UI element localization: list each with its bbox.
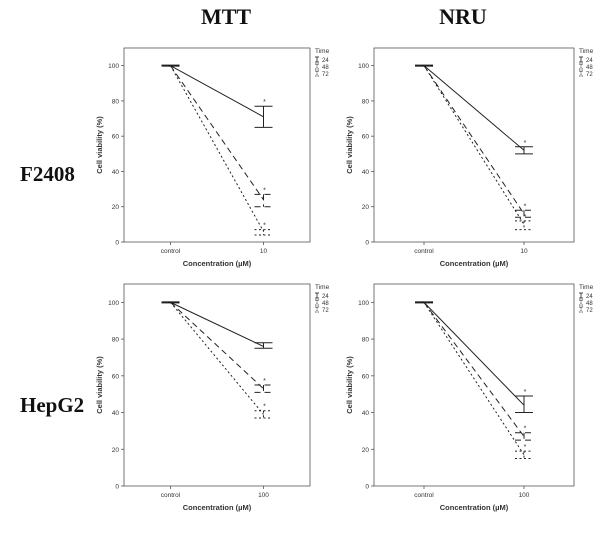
x-tick-label: 100: [519, 492, 530, 499]
series-line-48: [423, 65, 525, 215]
y-tick-label: 100: [108, 300, 119, 307]
y-axis-label: Cell viability (%): [345, 116, 354, 174]
y-tick-label: 20: [112, 447, 120, 454]
y-tick-label: 80: [112, 98, 120, 105]
y-tick-label: 0: [115, 240, 119, 247]
y-tick-label: 60: [362, 373, 370, 380]
y-tick-label: 60: [112, 134, 120, 141]
legend-label-24: 24: [586, 294, 593, 300]
y-tick-label: 80: [362, 337, 370, 344]
chart-nru-hepg2: 0 20 40 60 80 100 control 100 Concentration (µM)…: [345, 283, 594, 512]
x-tick-label: control: [414, 248, 434, 255]
legend-label-72: 72: [586, 308, 593, 314]
legend-label-48: 48: [586, 301, 593, 307]
legend-label-48: 48: [322, 65, 329, 71]
x-tick-label: 10: [260, 248, 268, 255]
series-line-24: [170, 301, 264, 347]
y-tick-label: 40: [362, 169, 370, 176]
y-tick-label: 20: [112, 204, 120, 211]
y-axis-label: Cell viability (%): [345, 356, 354, 414]
series-line-24: [423, 302, 525, 406]
y-tick-label: 0: [365, 484, 369, 491]
plot-frame: [373, 47, 575, 243]
significance-mark: *: [524, 140, 527, 147]
y-tick-label: 80: [362, 98, 370, 105]
x-axis-label: Concentration (µM): [183, 259, 252, 268]
y-axis-label: Cell viability (%): [95, 356, 104, 414]
series-line-72: [423, 65, 525, 225]
series-line-72: [170, 65, 264, 232]
plot-frame: [123, 283, 311, 487]
y-tick-label: 40: [112, 410, 120, 417]
legend-label-24: 24: [322, 58, 329, 64]
x-tick-label: 100: [258, 492, 269, 499]
column-title-nru: NRU: [439, 4, 487, 29]
legend-label-72: 72: [322, 72, 329, 78]
legend-title: Time: [579, 48, 594, 55]
x-tick-label: control: [161, 492, 181, 499]
chart-mtt-f2408: 0 20 40 60 80 100 control 10 Concentration (µM) C…: [95, 47, 330, 268]
y-tick-label: 40: [362, 410, 370, 417]
legend-label-24: 24: [586, 58, 593, 64]
y-tick-label: 100: [358, 300, 369, 307]
series-line-72: [170, 302, 264, 415]
significance-mark: *: [524, 203, 527, 210]
legend-label-72: 72: [322, 308, 329, 314]
y-axis-label: Cell viability (%): [95, 116, 104, 174]
x-axis-label: Concentration (µM): [183, 503, 252, 512]
x-tick-label: 10: [520, 248, 528, 255]
significance-mark: *: [524, 426, 527, 433]
significance-mark: *: [263, 404, 266, 411]
x-axis-label: Concentration (µM): [440, 259, 509, 268]
chart-nru-f2408: 0 20 40 60 80 100 control 10 Concentration (µM) C…: [345, 47, 594, 268]
x-tick-label: control: [161, 248, 181, 255]
series-line-48: [170, 65, 264, 200]
row-title-f2408: F2408: [20, 162, 75, 186]
y-tick-label: 20: [362, 447, 370, 454]
significance-mark: *: [263, 378, 266, 385]
series-line-48: [170, 301, 264, 390]
significance-mark: *: [263, 99, 266, 106]
column-title-mtt: MTT: [200, 4, 252, 29]
significance-mark: *: [263, 223, 266, 230]
plot-frame: [123, 47, 311, 243]
y-tick-label: 100: [108, 63, 119, 70]
y-tick-label: 0: [115, 484, 119, 491]
x-axis-label: Concentration (µM): [440, 503, 509, 512]
series-line-48: [423, 302, 525, 437]
y-tick-label: 40: [112, 169, 120, 176]
legend-label-48: 48: [322, 301, 329, 307]
y-tick-label: 80: [112, 337, 120, 344]
y-tick-label: 100: [358, 63, 369, 70]
significance-mark: *: [524, 389, 527, 396]
series-line-24: [170, 65, 264, 118]
legend-title: Time: [579, 284, 594, 291]
legend-label-48: 48: [586, 65, 593, 71]
significance-mark: *: [524, 444, 527, 451]
legend-label-24: 24: [322, 294, 329, 300]
legend-title: Time: [315, 48, 330, 55]
y-tick-label: 0: [365, 240, 369, 247]
series-line-72: [423, 302, 525, 456]
legend-label-72: 72: [586, 72, 593, 78]
series-line-24: [423, 65, 525, 151]
y-tick-label: 60: [362, 134, 370, 141]
y-tick-label: 60: [112, 373, 120, 380]
plot-frame: [373, 283, 575, 487]
row-title-hepg2: HepG2: [20, 393, 85, 417]
x-tick-label: control: [414, 492, 434, 499]
chart-mtt-hepg2: 0 20 40 60 80 100 control 100 Concentration (µM)…: [95, 283, 330, 512]
significance-mark: *: [263, 187, 266, 194]
significance-mark: *: [524, 214, 527, 221]
y-tick-label: 20: [362, 204, 370, 211]
legend-title: Time: [315, 284, 330, 291]
